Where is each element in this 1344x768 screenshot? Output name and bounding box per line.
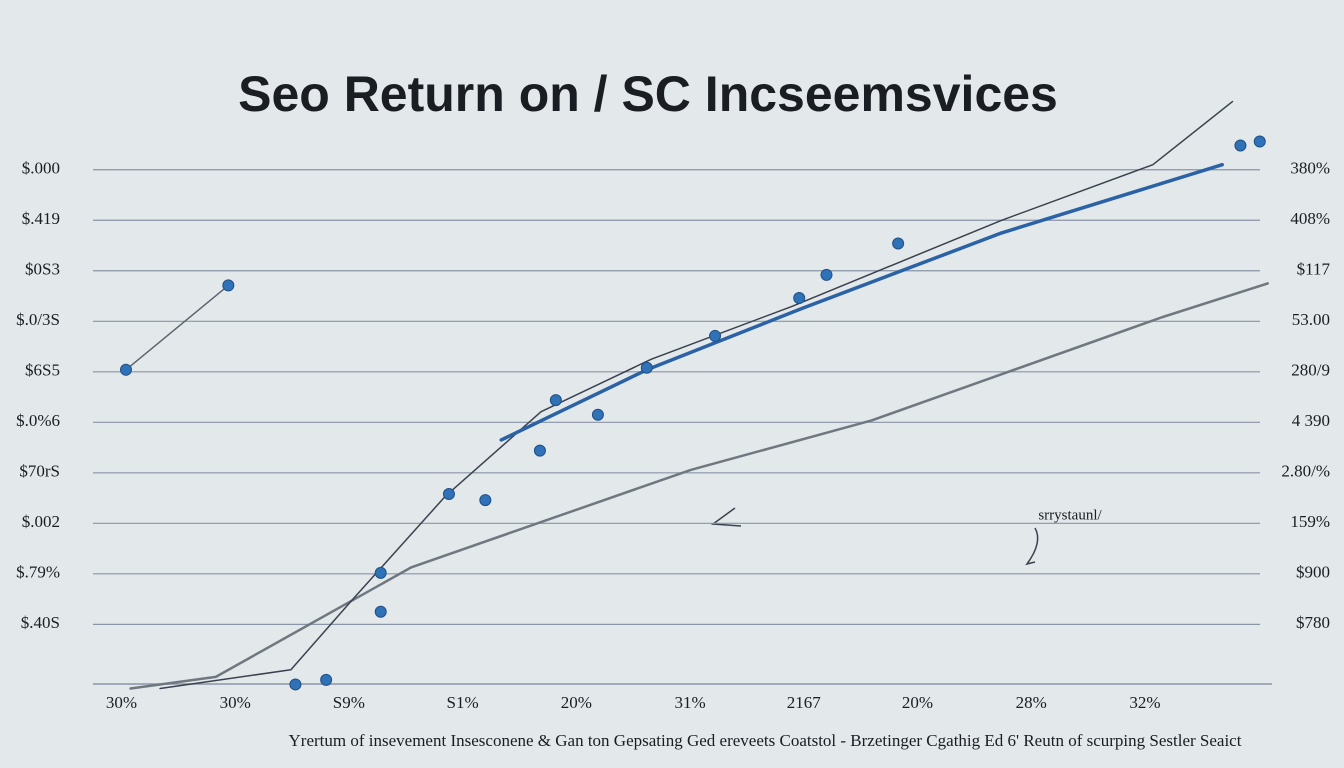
data-point: [640, 361, 653, 374]
data-point: [1234, 139, 1247, 152]
y2-tick-label: 408%: [1290, 209, 1330, 228]
data-point: [442, 488, 455, 501]
y2-tick-label: $117: [1297, 260, 1331, 279]
y2-tick-label: 53.00: [1292, 310, 1330, 329]
x-axis-label: Yrertum of insevement Insesconene & Gan …: [289, 731, 1242, 750]
series-line: [125, 284, 230, 371]
x-tick-label: 2167: [787, 693, 822, 712]
series-line: [129, 282, 1269, 690]
y-tick-label: $0S3: [25, 260, 60, 279]
y2-tick-label: 2.80/%: [1281, 462, 1330, 481]
series-line: [159, 100, 1234, 690]
y-tick-label: $.40S: [21, 613, 60, 632]
y2-tick-label: $900: [1296, 563, 1330, 582]
data-point: [1253, 135, 1266, 148]
y2-tick-label: 4 390: [1292, 411, 1330, 430]
y-tick-label: $.0%6: [16, 411, 60, 430]
data-point: [591, 408, 604, 421]
y2-tick-label: 159%: [1290, 512, 1330, 531]
annotation: srrystaunl/: [1038, 507, 1102, 523]
data-point: [549, 394, 562, 407]
data-point: [533, 444, 546, 457]
y-tick-label: $.79%: [16, 563, 60, 582]
y-tick-label: $.000: [22, 159, 60, 178]
annotation-arrow: [710, 507, 742, 527]
y2-tick-label: 280/9: [1291, 361, 1330, 380]
series-line: [499, 162, 1224, 442]
chart-title: Seo Return on / SC Incseemsvices: [238, 66, 1058, 122]
y-tick-label: $.0/3S: [16, 310, 60, 329]
x-tick-label: S1%: [447, 693, 479, 712]
data-point: [793, 292, 806, 305]
x-tick-label: 30%: [106, 693, 137, 712]
x-tick-label: 32%: [1129, 693, 1160, 712]
data-point: [892, 237, 905, 250]
y-tick-label: $.419: [22, 209, 60, 228]
y2-tick-label: 380%: [1290, 159, 1330, 178]
x-tick-label: 20%: [902, 693, 933, 712]
data-point: [709, 329, 722, 342]
y-tick-label: $.002: [22, 512, 60, 531]
data-point: [289, 678, 302, 691]
data-point: [479, 494, 492, 507]
x-tick-label: S9%: [333, 693, 365, 712]
data-point: [374, 605, 387, 618]
annotation-arrow: [1025, 527, 1039, 566]
x-tick-label: 30%: [220, 693, 251, 712]
x-tick-label: 20%: [561, 693, 592, 712]
y2-tick-label: $780: [1296, 613, 1330, 632]
data-point: [374, 566, 387, 579]
data-point: [820, 268, 833, 281]
data-point: [320, 673, 333, 686]
y-tick-label: $6S5: [25, 361, 60, 380]
y-tick-label: $70rS: [19, 462, 60, 481]
data-point: [119, 363, 132, 376]
x-tick-label: 31%: [674, 693, 705, 712]
data-point: [222, 279, 235, 292]
x-tick-label: 28%: [1016, 693, 1047, 712]
